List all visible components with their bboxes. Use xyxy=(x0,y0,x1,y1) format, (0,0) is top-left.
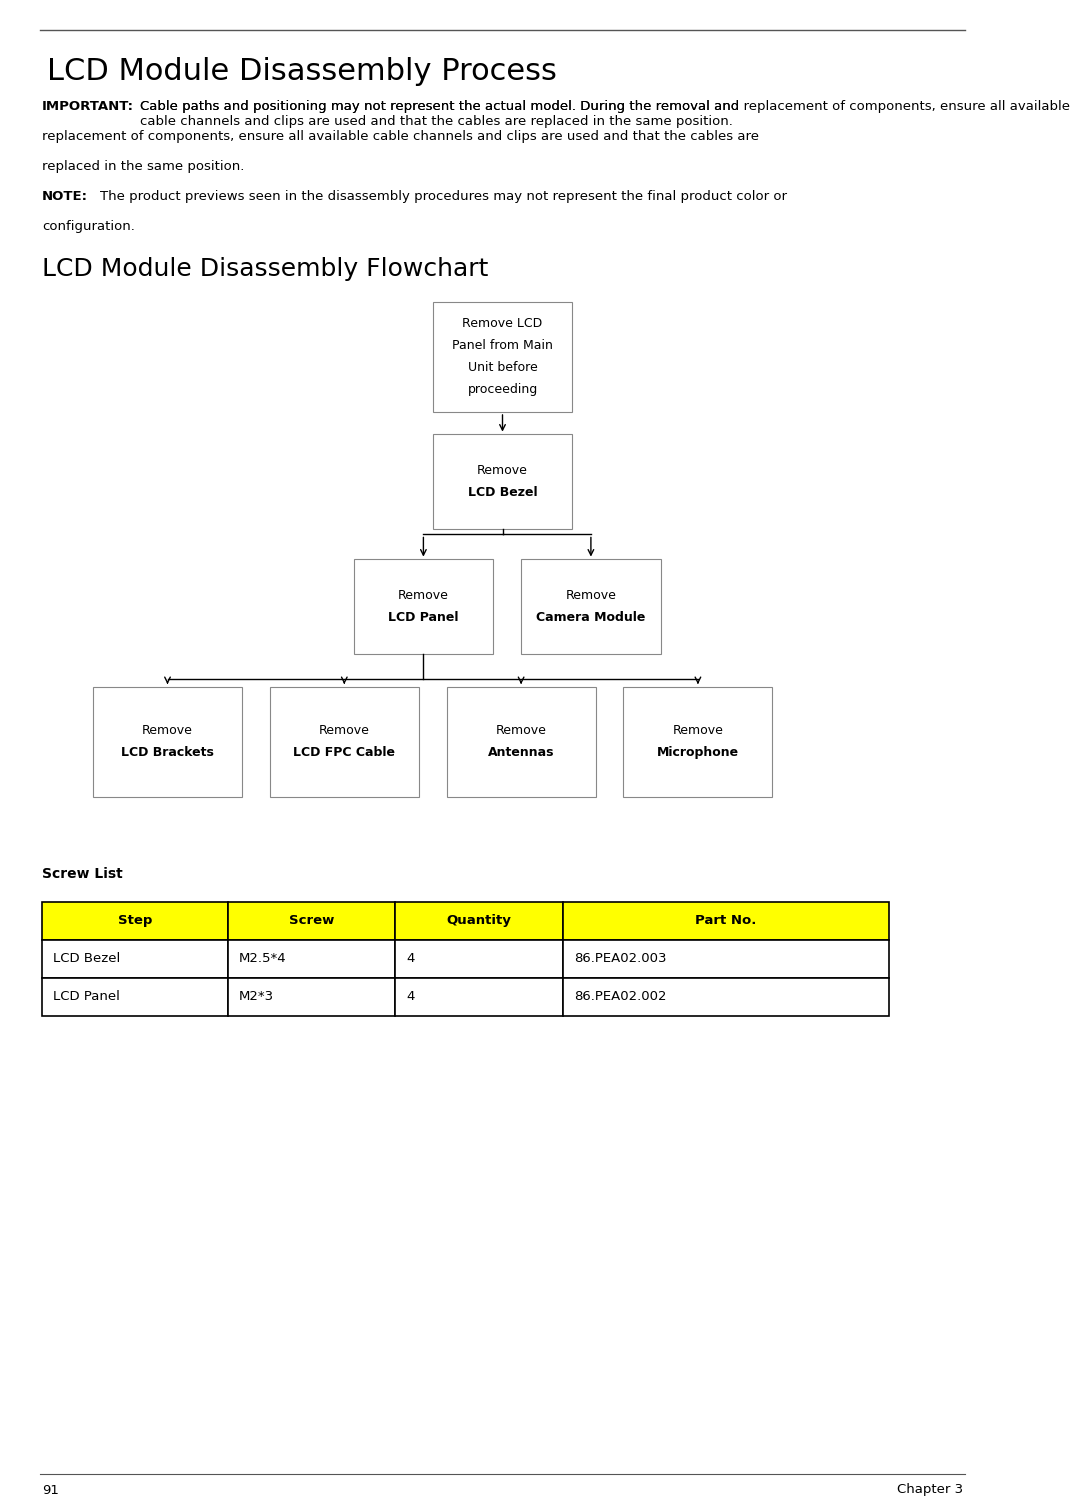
Text: The product previews seen in the disassembly procedures may not represent the fi: The product previews seen in the disasse… xyxy=(99,191,786,203)
FancyBboxPatch shape xyxy=(42,940,228,978)
Text: Unit before: Unit before xyxy=(468,361,538,375)
Text: Quantity: Quantity xyxy=(447,915,512,927)
Text: Remove: Remove xyxy=(673,724,724,738)
Text: Panel from Main: Panel from Main xyxy=(453,340,553,352)
FancyBboxPatch shape xyxy=(228,940,395,978)
Text: Step: Step xyxy=(118,915,152,927)
Text: Screw List: Screw List xyxy=(42,866,123,881)
Text: Cable paths and positioning may not represent the actual model. During the remov: Cable paths and positioning may not repr… xyxy=(139,100,1069,129)
FancyBboxPatch shape xyxy=(433,434,572,529)
Text: LCD Brackets: LCD Brackets xyxy=(121,747,214,759)
Text: 4: 4 xyxy=(407,953,415,966)
Text: Remove: Remove xyxy=(566,590,617,602)
Text: Part No.: Part No. xyxy=(696,915,756,927)
Text: 86.PEA02.002: 86.PEA02.002 xyxy=(575,990,666,1004)
Text: replacement of components, ensure all available cable channels and clips are use: replacement of components, ensure all av… xyxy=(42,130,759,144)
Text: NOTE:: NOTE: xyxy=(42,191,87,203)
Text: LCD Bezel: LCD Bezel xyxy=(53,953,120,966)
FancyBboxPatch shape xyxy=(353,559,494,655)
Text: Remove: Remove xyxy=(397,590,449,602)
FancyBboxPatch shape xyxy=(433,302,572,411)
FancyBboxPatch shape xyxy=(395,903,563,940)
Text: 86.PEA02.003: 86.PEA02.003 xyxy=(575,953,666,966)
Text: 91: 91 xyxy=(42,1483,58,1497)
Text: LCD Bezel: LCD Bezel xyxy=(468,487,538,499)
Text: Remove LCD: Remove LCD xyxy=(462,318,542,331)
Text: M2.5*4: M2.5*4 xyxy=(239,953,287,966)
Text: LCD Panel: LCD Panel xyxy=(388,611,459,624)
Text: Remove: Remove xyxy=(143,724,193,738)
FancyBboxPatch shape xyxy=(447,686,595,797)
Text: Remove: Remove xyxy=(477,464,528,478)
Text: proceeding: proceeding xyxy=(468,384,538,396)
FancyBboxPatch shape xyxy=(270,686,419,797)
FancyBboxPatch shape xyxy=(395,978,563,1016)
Text: Antennas: Antennas xyxy=(488,747,554,759)
Text: Remove: Remove xyxy=(319,724,369,738)
Text: IMPORTANT:: IMPORTANT: xyxy=(42,100,134,113)
FancyBboxPatch shape xyxy=(563,978,889,1016)
Text: Chapter 3: Chapter 3 xyxy=(897,1483,963,1497)
Text: M2*3: M2*3 xyxy=(239,990,274,1004)
FancyBboxPatch shape xyxy=(228,903,395,940)
Text: Screw: Screw xyxy=(289,915,335,927)
Text: Remove: Remove xyxy=(496,724,546,738)
Text: LCD Module Disassembly Process: LCD Module Disassembly Process xyxy=(46,57,556,86)
Text: 4: 4 xyxy=(407,990,415,1004)
FancyBboxPatch shape xyxy=(563,940,889,978)
FancyBboxPatch shape xyxy=(93,686,242,797)
Text: replaced in the same position.: replaced in the same position. xyxy=(42,160,244,172)
Text: LCD FPC Cable: LCD FPC Cable xyxy=(294,747,395,759)
Text: LCD Module Disassembly Flowchart: LCD Module Disassembly Flowchart xyxy=(42,257,488,281)
FancyBboxPatch shape xyxy=(228,978,395,1016)
Text: LCD Panel: LCD Panel xyxy=(53,990,120,1004)
FancyBboxPatch shape xyxy=(522,559,661,655)
FancyBboxPatch shape xyxy=(623,686,772,797)
FancyBboxPatch shape xyxy=(42,903,228,940)
FancyBboxPatch shape xyxy=(395,940,563,978)
Text: Cable paths and positioning may not represent the actual model. During the remov: Cable paths and positioning may not repr… xyxy=(139,100,739,113)
Text: Camera Module: Camera Module xyxy=(536,611,646,624)
Text: Microphone: Microphone xyxy=(657,747,739,759)
Text: configuration.: configuration. xyxy=(42,221,135,233)
FancyBboxPatch shape xyxy=(563,903,889,940)
FancyBboxPatch shape xyxy=(42,978,228,1016)
